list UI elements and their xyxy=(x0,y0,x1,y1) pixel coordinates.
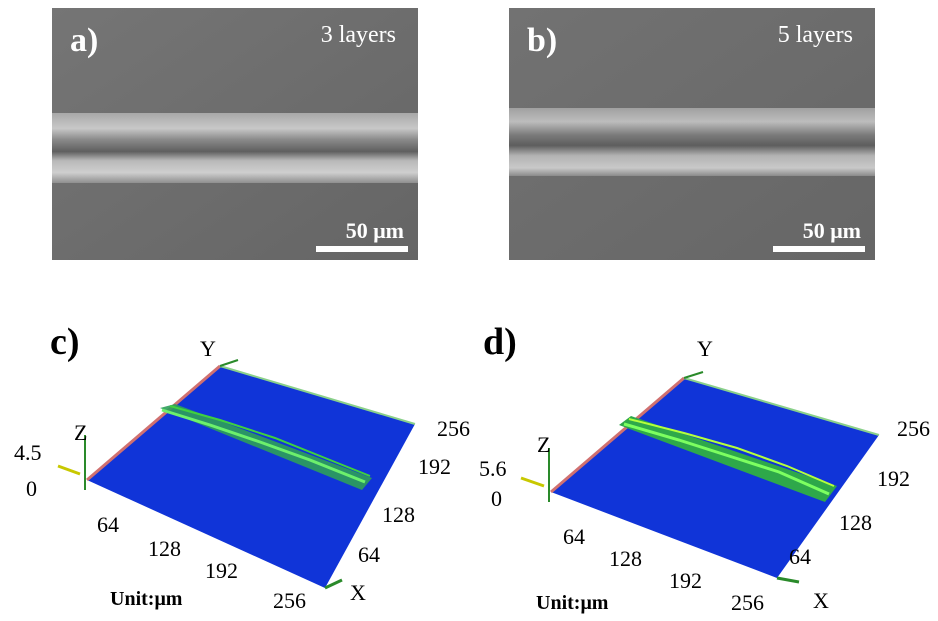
unit-label-d: Unit:μm xyxy=(536,592,609,614)
z-max-label-d: 5.6 xyxy=(479,456,507,481)
scale-bar-a xyxy=(316,246,408,252)
axis-x-label-c: X xyxy=(350,580,366,605)
z-min-label-d: 0 xyxy=(491,486,502,511)
sem-micrograph-b xyxy=(509,8,875,260)
axis-x-label-d: X xyxy=(813,588,829,613)
panel-letter-a: a) xyxy=(70,22,99,59)
y-tick-c-64: 64 xyxy=(358,542,380,567)
y-tick-d-256: 256 xyxy=(897,416,930,441)
sem-micrograph-a xyxy=(52,8,418,260)
x-tick-c-64: 64 xyxy=(97,512,119,537)
y-tick-c-128: 128 xyxy=(382,502,415,527)
panel-letter-d: d) xyxy=(483,321,517,363)
panel-letter-b: b) xyxy=(527,22,558,59)
layers-label-b: 5 layers xyxy=(777,22,853,48)
axis-z-label-c: Z xyxy=(74,420,88,445)
scale-label-b: 50 μm xyxy=(802,218,861,243)
sem-image-a: a) 3 layers 50 μm xyxy=(52,8,418,260)
profile-surface-d xyxy=(520,371,880,584)
y-tick-c-192: 192 xyxy=(418,454,451,479)
axis-y-label-d: Y xyxy=(697,336,713,361)
x-tick-d-64: 64 xyxy=(563,524,585,549)
scale-label-a: 50 μm xyxy=(345,218,404,243)
y-tick-d-128: 128 xyxy=(839,510,872,535)
sem-image-b: b) 5 layers 50 μm xyxy=(509,8,875,260)
profile-3d-c: c) Y Z 4.5 0 64 128 192 256 64 128 192 2… xyxy=(0,320,470,620)
unit-label-c: Unit:μm xyxy=(110,588,183,610)
axis-y-label-c: Y xyxy=(200,336,216,361)
z-max-label-c: 4.5 xyxy=(14,440,42,465)
x-tick-c-256: 256 xyxy=(273,588,306,613)
z-min-label-c: 0 xyxy=(26,476,37,501)
x-tick-c-192: 192 xyxy=(205,558,238,583)
layers-label-a: 3 layers xyxy=(320,22,396,48)
panel-letter-c: c) xyxy=(50,321,80,363)
y-tick-c-256: 256 xyxy=(437,416,470,441)
scale-bar-b xyxy=(773,246,865,252)
profile-3d-d: d) Y Z 5.6 0 64 128 192 256 64 128 192 2… xyxy=(469,320,938,620)
y-tick-d-64: 64 xyxy=(789,544,811,569)
x-tick-d-192: 192 xyxy=(669,568,702,593)
x-tick-d-256: 256 xyxy=(731,590,764,615)
x-tick-d-128: 128 xyxy=(609,546,642,571)
axis-z-label-d: Z xyxy=(537,432,551,457)
profile-surface-c xyxy=(57,359,416,590)
y-tick-d-192: 192 xyxy=(877,466,910,491)
x-tick-c-128: 128 xyxy=(148,536,181,561)
